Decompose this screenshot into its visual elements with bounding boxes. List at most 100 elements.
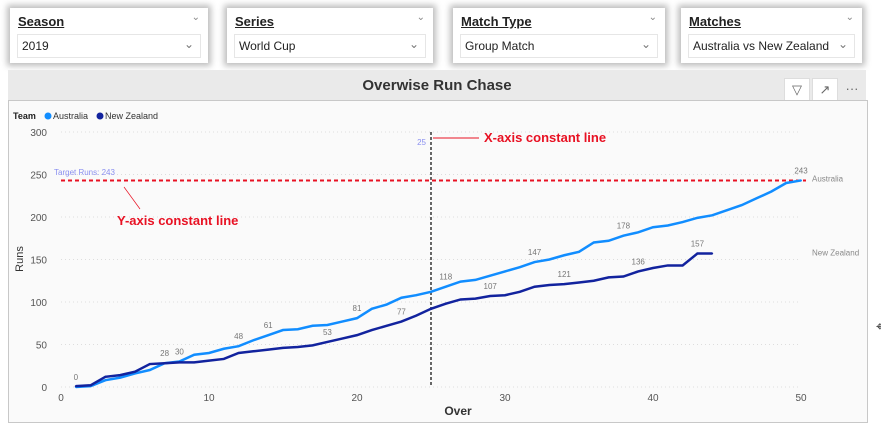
- data-point-australia: [341, 320, 344, 323]
- data-point-new-zealand: [637, 270, 640, 273]
- data-point-australia: [222, 347, 225, 350]
- match-type-dropdown[interactable]: Group Match ⌄: [460, 34, 658, 58]
- matches-slicer-title: Matches: [689, 14, 742, 29]
- data-point-australia: [696, 216, 699, 219]
- data-point-new-zealand: [666, 264, 669, 267]
- legend-marker: [44, 112, 52, 120]
- series-dropdown[interactable]: World Cup ⌄: [234, 34, 426, 58]
- chart-panel: 0 50 100 150 200 250 300 0 10 20 30 40 50 Over Runs Tea…: [8, 100, 868, 423]
- y-tick-label: 0: [41, 383, 47, 394]
- data-label-australia: 243: [794, 166, 808, 175]
- series-slicer[interactable]: Series ⌄ World Cup ⌄: [227, 8, 433, 63]
- data-point-australia: [548, 258, 551, 261]
- data-point-new-zealand: [237, 352, 240, 354]
- data-point-new-zealand: [311, 344, 314, 347]
- data-point-new-zealand: [356, 334, 358, 337]
- x-tick-label: 50: [795, 393, 807, 404]
- data-point-australia: [666, 224, 669, 227]
- chevron-down-icon: ⌄: [183, 37, 194, 51]
- legend-marker: [96, 112, 104, 120]
- data-point-australia: [489, 274, 492, 277]
- y-axis-title: Runs: [14, 246, 26, 272]
- x-axis-title: Over: [444, 404, 472, 418]
- matches-dropdown[interactable]: Australia vs New Zealand ⌄: [688, 34, 855, 58]
- data-point-new-zealand: [474, 297, 477, 300]
- match-type-slicer[interactable]: Match Type ⌄ Group Match ⌄: [453, 8, 665, 63]
- data-label-new-zealand: 157: [691, 240, 705, 249]
- data-point-australia: [267, 334, 270, 337]
- data-point-australia: [578, 250, 580, 253]
- x-tick-label: 20: [351, 393, 363, 404]
- data-point-new-zealand: [74, 385, 77, 388]
- data-point-australia: [148, 369, 151, 371]
- chevron-down-icon[interactable]: ⌄: [416, 12, 425, 23]
- x-tick-label: 0: [58, 393, 64, 404]
- data-point-australia: [193, 353, 196, 356]
- data-point-new-zealand: [148, 363, 151, 366]
- data-point-new-zealand: [370, 329, 373, 332]
- matches-slicer[interactable]: Matches ⌄ Australia vs New Zealand ⌄: [681, 8, 862, 63]
- data-point-australia: [563, 254, 566, 257]
- data-point-new-zealand: [119, 374, 122, 377]
- data-label-new-zealand: 136: [632, 257, 646, 266]
- data-point-australia: [474, 278, 477, 281]
- focus-mode-icon[interactable]: ↗: [812, 78, 838, 102]
- annotation-y-axis: Y-axis constant line: [117, 213, 238, 228]
- data-label-australia: 118: [439, 273, 452, 282]
- series-end-label-new-zealand: New Zealand: [812, 249, 859, 258]
- data-point-australia: [296, 328, 299, 331]
- data-point-new-zealand: [622, 275, 625, 278]
- y-tick-label: 50: [36, 341, 48, 352]
- data-point-australia: [607, 239, 610, 242]
- data-point-new-zealand: [430, 307, 432, 310]
- data-point-new-zealand: [267, 348, 270, 351]
- data-point-new-zealand: [163, 362, 166, 365]
- data-label-australia: 30: [175, 348, 184, 357]
- data-point-australia: [282, 329, 284, 332]
- filter-icon[interactable]: ▽: [784, 78, 810, 102]
- data-point-australia: [430, 290, 432, 293]
- y-constant-line-label: Target Runs: 243: [54, 168, 115, 177]
- x-constant-line-label: 25: [417, 138, 426, 147]
- data-point-new-zealand: [178, 361, 181, 364]
- series-end-label-australia: Australia: [812, 174, 844, 183]
- match-type-value: Group Match: [465, 39, 535, 53]
- data-label-australia: 28: [160, 349, 169, 358]
- data-point-new-zealand: [341, 337, 344, 340]
- data-point-new-zealand: [711, 252, 714, 255]
- data-label-australia: 178: [617, 222, 631, 231]
- season-slicer[interactable]: Season ⌄ 2019 ⌄: [10, 8, 208, 63]
- data-point-australia: [785, 182, 788, 184]
- data-label-new-zealand: 121: [558, 270, 572, 279]
- data-point-australia: [652, 226, 654, 229]
- more-options-icon[interactable]: ···: [845, 81, 859, 96]
- data-point-australia: [755, 197, 758, 200]
- data-point-australia: [504, 270, 506, 273]
- data-point-new-zealand: [104, 375, 107, 378]
- chevron-down-icon[interactable]: ⌄: [191, 12, 200, 23]
- season-value: 2019: [22, 39, 49, 53]
- data-point-australia: [311, 324, 314, 327]
- data-point-australia: [400, 296, 403, 299]
- chevron-down-icon[interactable]: ⌄: [845, 12, 854, 23]
- series-slicer-title: Series: [235, 14, 275, 29]
- data-point-new-zealand: [607, 276, 610, 279]
- data-point-new-zealand: [326, 340, 329, 343]
- data-point-australia: [770, 190, 773, 193]
- chevron-down-icon[interactable]: ⌄: [648, 12, 657, 23]
- annotation-pointer: [123, 186, 141, 210]
- data-point-australia: [252, 339, 255, 342]
- legend-label-australia: Australia: [53, 111, 88, 121]
- chevron-down-icon: ⌄: [837, 37, 848, 51]
- season-dropdown[interactable]: 2019 ⌄: [17, 34, 201, 58]
- y-tick-label: 100: [30, 298, 47, 309]
- data-point-australia: [326, 323, 329, 326]
- chart-title: Overwise Run Chase: [362, 77, 512, 94]
- data-point-australia: [370, 307, 373, 310]
- data-point-australia: [800, 179, 802, 182]
- y-tick-label: 250: [30, 171, 47, 182]
- x-tick-label: 10: [203, 393, 215, 404]
- data-point-new-zealand: [400, 320, 403, 323]
- data-label-new-zealand: 53: [323, 328, 332, 337]
- data-label-australia: 147: [528, 248, 542, 257]
